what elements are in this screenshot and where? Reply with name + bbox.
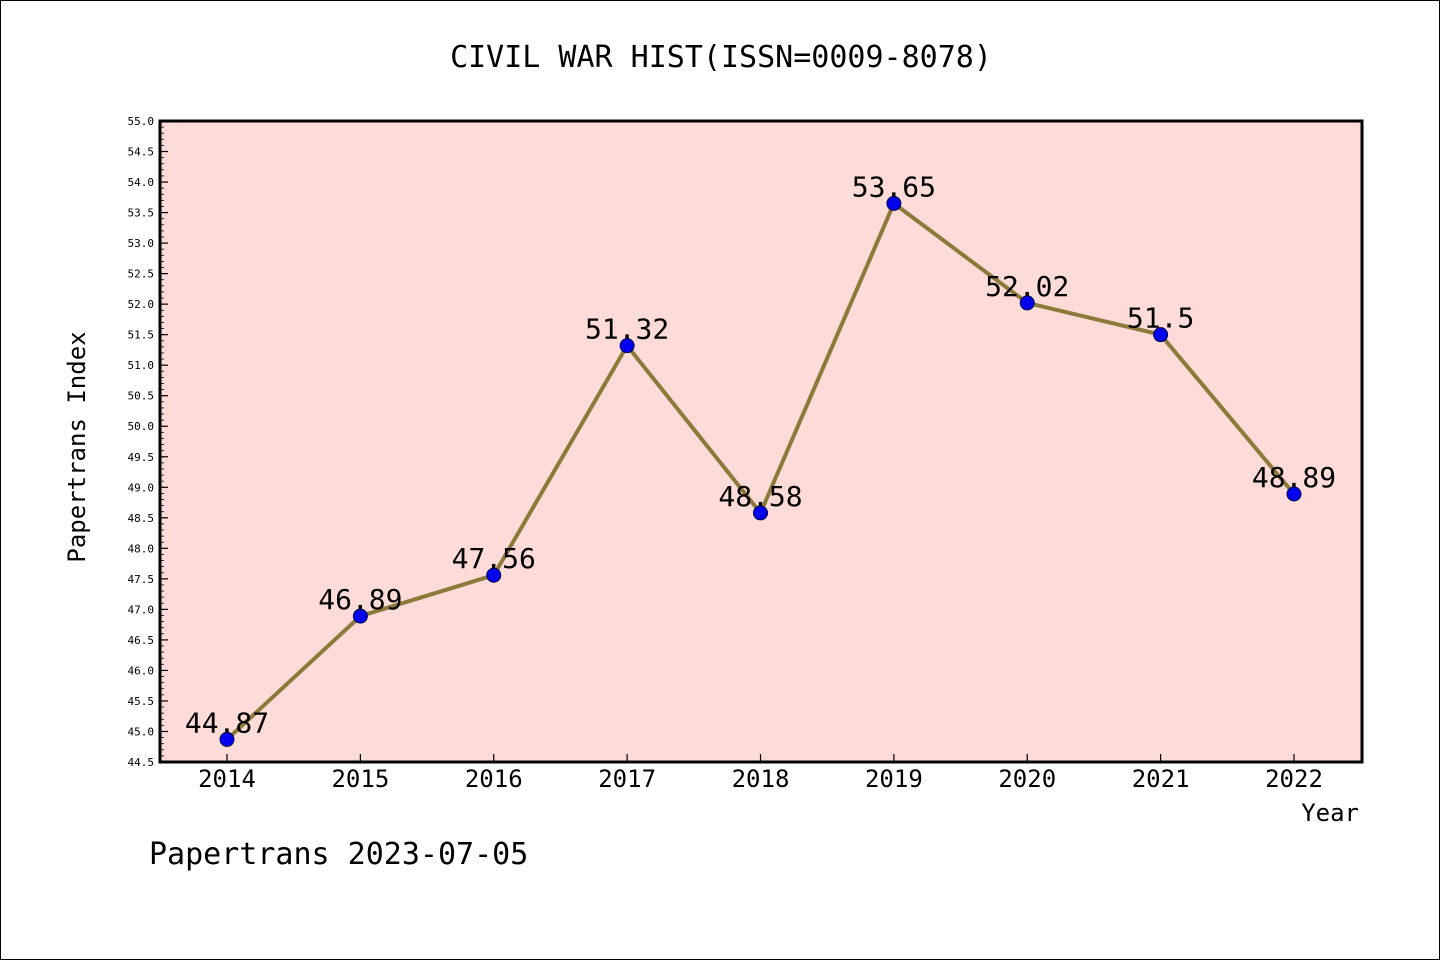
y-tick-label: 45.0 [128,725,155,738]
y-tick-label: 46.5 [128,634,155,647]
x-tick-label: 2019 [865,765,923,793]
data-point [219,731,235,747]
data-label: 47.56 [452,542,536,575]
y-tick-label: 50.0 [128,420,155,433]
y-tick-label: 53.5 [128,207,155,220]
data-point-layer [219,195,1302,747]
y-tick-label: 49.0 [128,481,155,494]
data-point [1286,486,1302,502]
data-label: 46.89 [318,583,402,616]
data-label: 51.32 [585,313,669,346]
x-tick-label: 2018 [732,765,790,793]
data-point [619,338,635,354]
y-tick-label: 47.0 [128,603,155,616]
data-point [352,608,368,624]
y-tick-label: 44.5 [128,756,155,769]
data-label: 48.58 [718,480,802,513]
data-label-layer: 44.87 46.89 47.56 51.32 48.58 53.65 52.02 51.5 4… [185,170,1336,739]
y-tick-label: 45.5 [128,695,155,708]
y-tick-label: 52.5 [128,268,155,281]
data-label: 52.02 [985,270,1069,303]
data-point [753,505,768,521]
y-tick-label: 47.5 [128,573,155,586]
data-label: 53.65 [852,170,936,203]
y-tick-label: 52.0 [128,298,155,311]
data-point [486,567,502,583]
data-point [1019,295,1035,311]
x-tick-label: 2022 [1265,765,1323,793]
x-axis-ticks: 2014 2015 2016 2017 2018 2019 2020 2021 2022 [198,754,1323,793]
y-tick-label: 46.0 [128,664,155,677]
data-point [886,195,902,211]
y-tick-label: 53.0 [128,237,155,250]
chart-title: CIVIL WAR HIST(ISSN=0009-8078) [450,40,992,75]
y-tick-label: 54.5 [128,146,155,159]
data-label: 44.87 [185,706,269,739]
y-tick-label: 48.5 [128,512,155,525]
data-point [1153,327,1169,343]
y-tick-label: 55.0 [128,115,155,128]
data-label: 51.5 [1127,302,1194,335]
x-tick-label: 2021 [1132,765,1190,793]
x-tick-label: 2017 [598,765,656,793]
x-tick-label: 2015 [331,765,389,793]
y-tick-label: 51.5 [128,329,155,342]
x-axis-label: Year [1301,799,1359,827]
x-tick-label: 2014 [198,765,256,793]
y-tick-label: 48.0 [128,542,155,555]
plot-area [160,121,1362,762]
y-tick-label: 54.0 [128,176,155,189]
y-axis-label: Papertrans Index [63,331,91,562]
footer-date-text: Papertrans 2023-07-05 [149,837,528,872]
y-tick-label: 50.5 [128,390,155,403]
plot-frame [158,119,1364,764]
data-label: 48.89 [1252,461,1336,494]
y-tick-label: 49.5 [128,451,155,464]
x-tick-label: 2020 [998,765,1056,793]
x-tick-label: 2016 [465,765,523,793]
y-tick-label: 51.0 [128,359,155,372]
